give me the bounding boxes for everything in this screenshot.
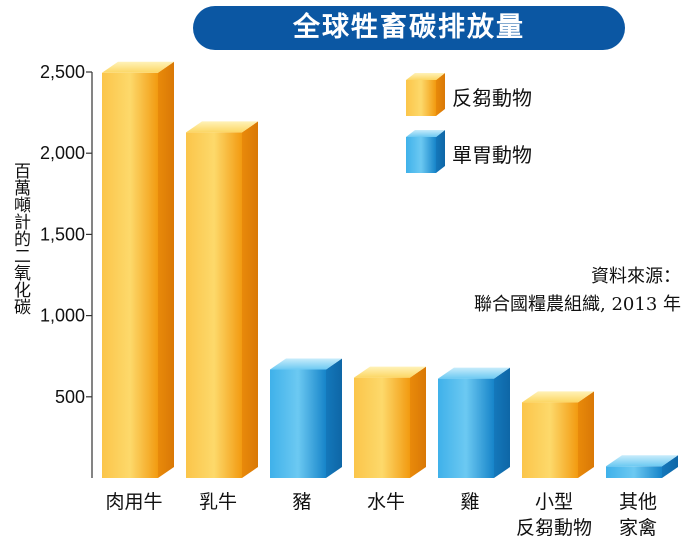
bar xyxy=(438,367,510,478)
legend-swatch xyxy=(406,130,445,173)
bar-side xyxy=(326,358,342,478)
bar-front xyxy=(438,378,494,478)
bar-top xyxy=(606,455,678,467)
bar-front xyxy=(522,402,578,478)
bar-side xyxy=(410,366,426,478)
bar xyxy=(102,61,174,478)
bar-side xyxy=(494,367,510,478)
legend-label: 反芻動物 xyxy=(452,86,532,110)
bar xyxy=(186,121,258,479)
legend-swatch xyxy=(406,73,445,116)
category-label: 肉用牛 xyxy=(105,491,162,513)
bar-top xyxy=(186,121,258,133)
chart-title: 全球牲畜碳排放量 xyxy=(193,6,625,50)
category-label: 反芻動物 xyxy=(516,517,592,539)
y-tick-label: 2,000 xyxy=(40,143,85,163)
category-label: 乳牛 xyxy=(199,491,237,513)
category-label: 水牛 xyxy=(367,491,405,513)
y-axis: 500 1,000 1,500 2,000 2,500 xyxy=(40,62,93,478)
bar-side xyxy=(158,61,174,478)
bar-top xyxy=(522,391,594,403)
category-label: 其他 xyxy=(619,491,657,513)
bar xyxy=(270,358,342,478)
y-tick-label: 2,500 xyxy=(40,62,85,82)
bar-top xyxy=(102,61,174,73)
category-label: 小型 xyxy=(535,491,573,513)
y-axis-label: 百萬噸計的二氧化碳 xyxy=(10,162,30,315)
bar xyxy=(522,391,594,478)
bar-side xyxy=(578,391,594,478)
bar-front xyxy=(606,466,662,478)
y-tick-label: 1,500 xyxy=(40,224,85,244)
bar xyxy=(606,455,678,478)
bar-top xyxy=(438,367,510,379)
legend-swatch-front xyxy=(406,80,436,116)
legend-swatch-top xyxy=(406,130,445,137)
legend-swatch-front xyxy=(406,137,436,173)
legend-swatch-top xyxy=(406,73,445,80)
bar-side xyxy=(662,455,678,478)
category-label: 雞 xyxy=(460,491,479,513)
bar-front xyxy=(102,72,158,478)
y-tick-label: 500 xyxy=(55,387,85,407)
legend-swatch-side xyxy=(436,73,445,116)
bar xyxy=(354,366,426,478)
bar-front xyxy=(270,369,326,478)
bars xyxy=(102,61,678,479)
legend-swatch-side xyxy=(436,130,445,173)
source-label: 資料來源： xyxy=(591,266,681,287)
bar-front xyxy=(354,377,410,478)
bar-side xyxy=(242,121,258,478)
y-tick-label: 1,000 xyxy=(40,306,85,326)
bar-front xyxy=(186,132,242,479)
category-label: 家禽 xyxy=(619,517,657,539)
source-text: 聯合國糧農組織, 2013 年 xyxy=(474,294,681,315)
bar-top xyxy=(354,366,426,378)
bar-top xyxy=(270,358,342,370)
category-label: 豬 xyxy=(292,491,311,513)
legend-label: 單胃動物 xyxy=(452,143,532,167)
